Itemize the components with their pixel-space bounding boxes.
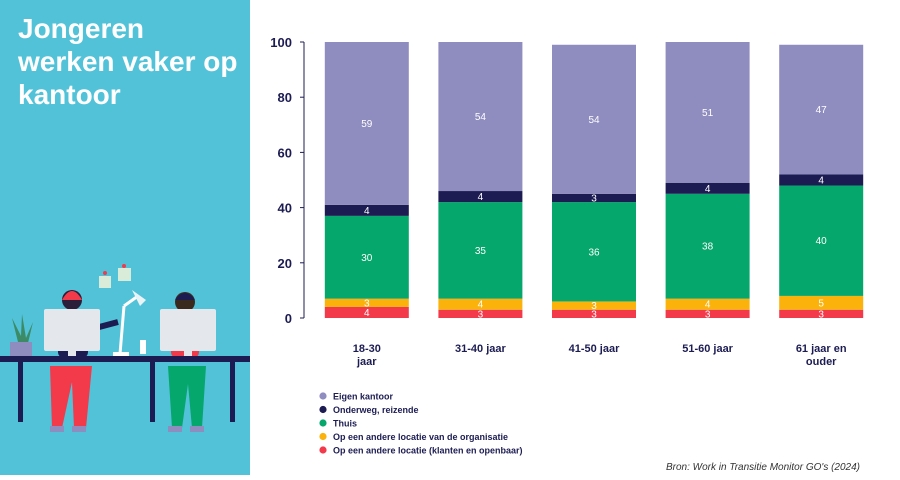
bar-segment (324, 306, 409, 318)
bar-segment (438, 298, 523, 310)
wall-notes (99, 264, 131, 288)
bar-segment (665, 42, 750, 183)
bar-segment (324, 215, 409, 299)
source-note: Bron: Work in Transitie Monitor GO's (20… (666, 462, 861, 473)
data-label: 4 (478, 192, 484, 203)
plant (10, 314, 33, 356)
legend-label: Thuis (333, 419, 357, 429)
bar-segment (779, 185, 864, 296)
bar-segment (552, 202, 636, 302)
data-label: 3 (818, 309, 824, 320)
legend-label: Eigen kantoor (333, 392, 394, 402)
data-label: 59 (361, 119, 373, 130)
data-label: 4 (705, 184, 711, 195)
x-tick-label: 18-30 jaar (353, 343, 381, 368)
bar-segment (665, 193, 750, 299)
data-label: 36 (588, 247, 600, 258)
data-label: 30 (361, 253, 373, 264)
title-panel: Jongeren werken vaker op kantoor (0, 0, 250, 475)
bar-segment (552, 301, 636, 310)
legend-marker (319, 405, 327, 414)
bar-segment (779, 44, 864, 175)
y-tick-label: 0 (285, 311, 292, 326)
legend-marker (319, 392, 327, 400)
bar-segment (324, 42, 409, 205)
bar-segment (552, 44, 636, 194)
desk (0, 356, 250, 422)
stacked-bar-chart: 0 20 40 60 80 100 4 3 30 4 59 18-30 jaar 3 4 35 4 54 31-40… (250, 0, 900, 475)
data-label: 35 (475, 246, 487, 257)
bar-segment (552, 193, 636, 203)
bar-segment (324, 204, 409, 216)
bar-segment (665, 298, 750, 310)
data-label: 51 (702, 108, 714, 119)
data-label: 3 (364, 298, 370, 309)
x-tick-label: 41-50 jaar (569, 343, 620, 355)
y-tick-label: 80 (278, 90, 292, 105)
y-tick-label: 20 (278, 256, 292, 271)
bar-segment (438, 309, 523, 318)
data-label: 4 (818, 176, 824, 187)
data-label: 4 (478, 300, 484, 311)
pen-holder (140, 340, 146, 354)
bar-segment (438, 42, 523, 192)
page-title: Jongeren werken vaker op kantoor (18, 13, 238, 110)
y-tick-label: 40 (278, 201, 292, 216)
monitor-left (44, 309, 100, 357)
legend-label: Op een andere locatie van de organisatie (333, 432, 508, 442)
x-tick-label: 51-60 jaar (682, 343, 733, 355)
data-label: 38 (702, 242, 714, 253)
bar-segment (779, 174, 864, 186)
x-tick-label: 61 jaar en ouder (796, 343, 847, 368)
bar-segment (552, 309, 636, 318)
bar-segment (779, 309, 864, 318)
y-tick-label: 100 (270, 35, 292, 50)
data-label: 3 (591, 193, 597, 204)
legend-marker (319, 432, 327, 441)
data-label: 4 (705, 300, 711, 311)
legend-marker (319, 446, 327, 454)
data-label: 40 (816, 236, 828, 247)
bar-segment (665, 182, 750, 194)
legend-label: Op een andere locatie (klanten en openba… (333, 446, 523, 456)
data-label: 4 (364, 206, 370, 217)
y-tick-label: 60 (278, 145, 292, 160)
data-label: 4 (364, 308, 370, 319)
data-label: 3 (705, 309, 711, 320)
office-workers-illustration (0, 264, 250, 432)
x-tick-label: 31-40 jaar (455, 343, 506, 355)
data-label: 54 (588, 115, 600, 126)
data-label: 5 (818, 298, 824, 309)
data-label: 47 (816, 105, 828, 116)
data-label: 3 (478, 309, 484, 320)
bar-segment (779, 295, 864, 310)
legend-label: Onderweg, reizende (333, 405, 419, 415)
bar-segment (665, 309, 750, 318)
data-label: 3 (591, 309, 597, 320)
desk-lamp (113, 290, 146, 356)
data-label: 54 (475, 112, 487, 123)
monitor-right (160, 309, 216, 357)
bar-segment (438, 191, 523, 203)
legend-marker (319, 419, 327, 427)
data-label: 3 (591, 301, 597, 312)
bar-segment (324, 298, 409, 307)
bar-segment (438, 202, 523, 299)
